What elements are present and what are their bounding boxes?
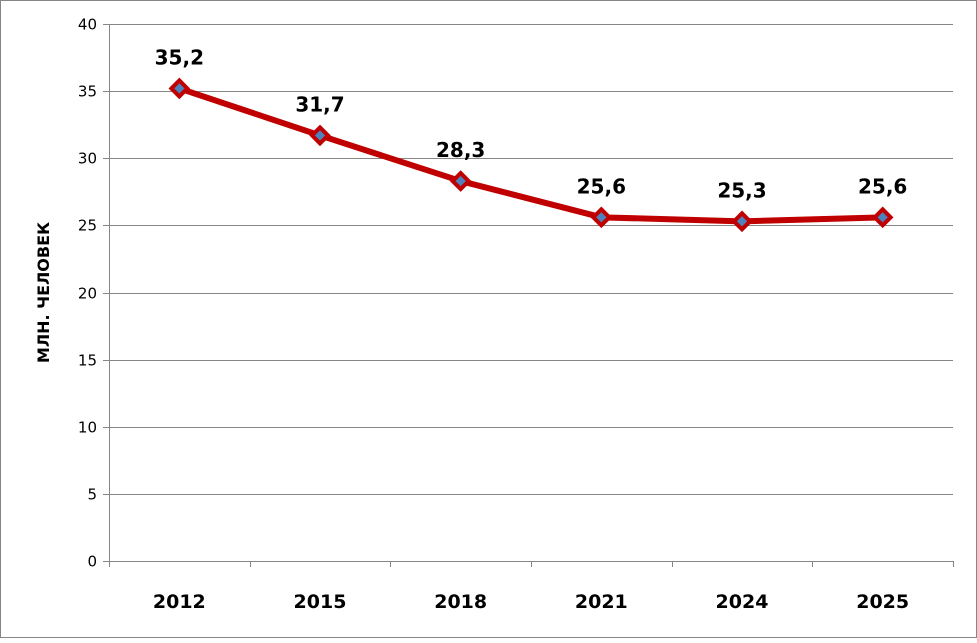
y-tick-label: 15 bbox=[78, 352, 97, 370]
y-tick-label: 0 bbox=[87, 553, 97, 571]
y-tick-label: 35 bbox=[78, 83, 97, 101]
y-tick-label: 25 bbox=[78, 217, 97, 235]
x-tick-label: 2012 bbox=[153, 591, 206, 613]
gridlines bbox=[109, 24, 953, 495]
data-point-marker bbox=[449, 170, 472, 192]
data-label: 25,3 bbox=[717, 178, 766, 202]
data-label: 28,3 bbox=[436, 138, 485, 162]
data-label: 31,7 bbox=[295, 92, 344, 116]
data-point-marker bbox=[871, 206, 894, 229]
y-axis-label: МЛН. ЧЕЛОВЕК bbox=[34, 222, 53, 363]
data-labels: 35,2 31,7 28,3 25,6 25,3 25,6 bbox=[155, 45, 908, 202]
data-point-marker bbox=[309, 124, 331, 147]
markers bbox=[168, 77, 894, 233]
x-tick-labels: 2012 2015 2018 2021 2024 2025 bbox=[153, 591, 909, 613]
data-label: 25,6 bbox=[858, 174, 907, 198]
y-tick-label: 20 bbox=[78, 285, 97, 303]
y-tick-label: 10 bbox=[78, 419, 97, 437]
axes bbox=[103, 24, 954, 567]
x-tick-label: 2018 bbox=[434, 591, 487, 613]
data-label: 35,2 bbox=[155, 45, 204, 69]
y-tick-label: 30 bbox=[78, 150, 97, 168]
y-tick-label: 5 bbox=[87, 486, 97, 504]
series-line bbox=[176, 85, 886, 225]
y-tick-label: 40 bbox=[78, 16, 97, 34]
x-tick-label: 2024 bbox=[716, 591, 769, 613]
x-tick-label: 2015 bbox=[294, 591, 347, 613]
data-point-marker bbox=[590, 206, 613, 229]
data-label: 25,6 bbox=[577, 174, 626, 198]
data-point-marker bbox=[168, 77, 191, 100]
series-group bbox=[176, 85, 886, 225]
data-point-marker bbox=[731, 210, 753, 233]
x-tick-label: 2021 bbox=[575, 591, 628, 613]
y-tick-labels: 0 5 10 15 20 25 30 35 40 bbox=[78, 16, 97, 571]
x-tick-label: 2025 bbox=[856, 591, 909, 613]
